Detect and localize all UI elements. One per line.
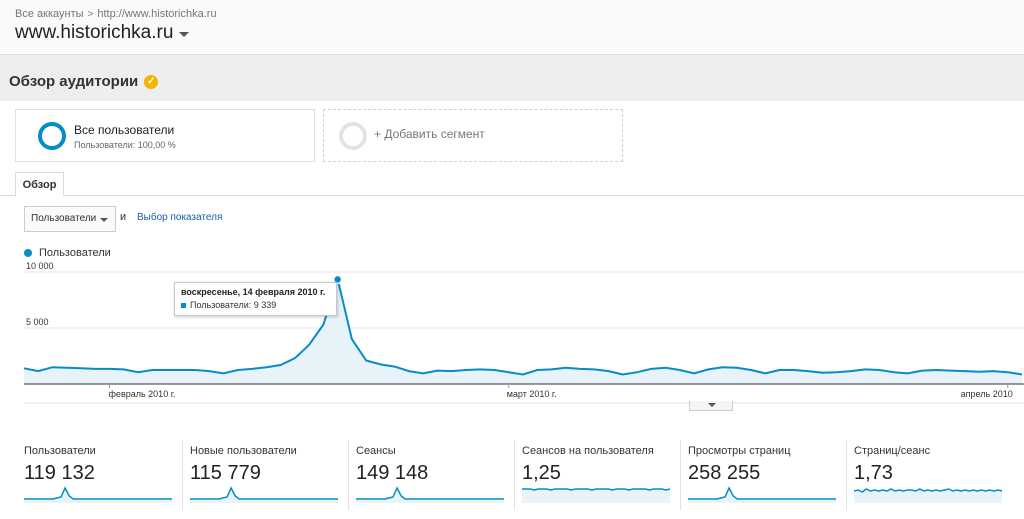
scorecard-label: Страниц/сеанс [854, 445, 931, 457]
sparkline-line [688, 486, 836, 500]
add-segment-button[interactable]: + Добавить сегмент [323, 109, 623, 162]
scorecard-divider [680, 440, 681, 510]
metric-select[interactable]: Пользователи [24, 206, 116, 232]
sparkline-area [24, 488, 172, 503]
account-selector[interactable]: www.historichka.ru [15, 22, 190, 44]
sparkline-area [854, 489, 1002, 503]
scorecard[interactable]: Просмотры страниц 258 255 [688, 440, 846, 510]
metric-select-value: Пользователи [31, 213, 97, 224]
scorecard-divider [348, 440, 349, 510]
scorecard-label: Сеансы [356, 445, 396, 457]
scorecard-divider [514, 440, 515, 510]
segment-sub: Пользователи: 100,00 % [74, 140, 176, 150]
add-segment-label: + Добавить сегмент [374, 127, 485, 141]
tooltip-series-icon [181, 302, 186, 308]
y-tick-label: 10 000 [26, 262, 54, 271]
scorecard-label: Пользователи [24, 445, 96, 457]
sparkline-line [522, 488, 671, 491]
tab-divider [0, 195, 1024, 196]
scorecard-sparkline [190, 486, 338, 503]
segment-label: Все пользователи [74, 123, 175, 137]
scorecard[interactable]: Пользователи 119 132 [24, 440, 182, 510]
series-area [24, 279, 1022, 384]
sparkline-area [190, 488, 338, 503]
select-metric-link[interactable]: Выбор показателя [137, 212, 223, 223]
scorecard-sparkline [854, 488, 1003, 503]
chevron-down-icon [708, 403, 716, 407]
tooltip-value: Пользователи: 9 339 [190, 300, 277, 310]
x-tick-label: март 2010 г. [507, 389, 557, 399]
peak-point [332, 274, 343, 285]
scorecard[interactable]: Новые пользователи 115 779 [190, 440, 348, 510]
caret-down-icon [179, 32, 190, 37]
chart-collapse-button[interactable] [689, 401, 733, 411]
page-title: Обзор аудитории ✓ [9, 73, 159, 90]
sparkline-area [522, 489, 670, 503]
account-name: www.historichka.ru [15, 22, 174, 43]
sparkline-area [688, 488, 836, 503]
breadcrumb-accounts-link[interactable]: Все аккаунты [15, 8, 84, 20]
segment-placeholder-icon [339, 122, 367, 150]
scorecard-value: 149 148 [356, 462, 429, 484]
sparkline-line [190, 486, 338, 500]
chart-legend: Пользователи [24, 247, 111, 259]
scorecard-divider [182, 440, 183, 510]
check-badge-icon: ✓ [144, 74, 159, 89]
legend-label: Пользователи [39, 247, 111, 259]
tooltip-date: воскресенье, 14 февраля 2010 г. [181, 287, 326, 297]
scorecard[interactable]: Сеансы 149 148 [356, 440, 514, 510]
scorecard-sparkline [522, 488, 671, 503]
breadcrumb-property-link[interactable]: http://www.historichka.ru [97, 8, 217, 20]
series-line [23, 275, 1023, 376]
page-title-text: Обзор аудитории [9, 73, 139, 90]
sparkline-line [854, 488, 1003, 493]
scorecard-divider [846, 440, 847, 510]
scorecard-sparkline [24, 486, 172, 503]
x-tick-label: февраль 2010 г. [109, 389, 176, 399]
top-bar: Все аккаунты > http://www.historichka.ru… [0, 0, 1024, 55]
scorecard-value: 258 255 [688, 462, 761, 484]
dropdown-arrow-icon [100, 218, 108, 222]
scorecard-value: 1,25 [522, 462, 561, 484]
scorecard-value: 115 779 [190, 462, 261, 484]
scorecard-label: Новые пользователи [190, 445, 297, 457]
users-chart[interactable]: 10 000 5 000 февраль 2010 г. март 2010 г. ап… [0, 262, 1024, 407]
sparkline-line [24, 486, 172, 500]
scorecard[interactable]: Страниц/сеанс 1,73 [854, 440, 1012, 510]
scorecard-value: 1,73 [854, 462, 893, 484]
sparkline-area [356, 488, 504, 503]
scorecard-sparkline [688, 486, 836, 503]
scorecard-label: Сеансов на пользователя [522, 445, 654, 457]
tab-overview[interactable]: Обзор [15, 172, 64, 196]
y-tick-label: 5 000 [26, 317, 49, 327]
scorecard-label: Просмотры страниц [688, 445, 791, 457]
and-label: и [120, 211, 127, 223]
chevron-right-icon: > [87, 8, 94, 20]
sparkline-line [356, 486, 504, 500]
report-header: Обзор аудитории ✓ [0, 55, 1024, 101]
scorecard[interactable]: Сеансов на пользователя 1,25 [522, 440, 680, 510]
segment-all-users[interactable]: Все пользователи Пользователи: 100,00 % [15, 109, 315, 162]
scorecard-value: 119 132 [24, 462, 95, 484]
x-tick-label: апрель 2010 [961, 389, 1013, 399]
chart-tooltip: воскресенье, 14 февраля 2010 г. Пользова… [174, 282, 337, 316]
segment-ring-icon [38, 122, 66, 150]
legend-dot-icon [24, 249, 32, 257]
breadcrumb: Все аккаунты > http://www.historichka.ru [15, 8, 217, 20]
scorecard-sparkline [356, 486, 504, 503]
